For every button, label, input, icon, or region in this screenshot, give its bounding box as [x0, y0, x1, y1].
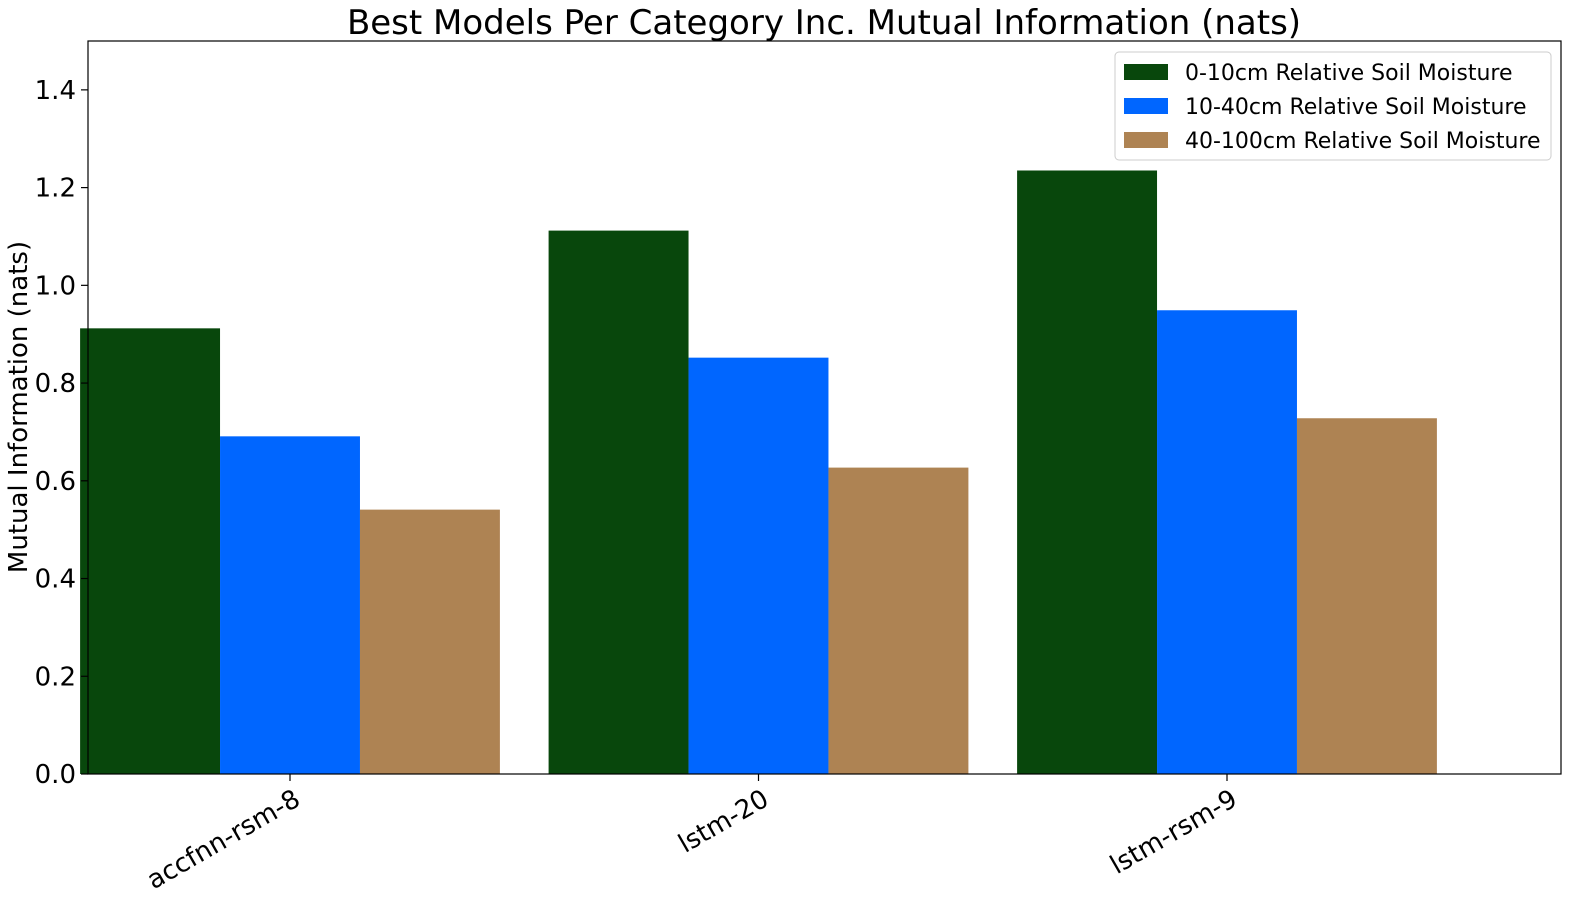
- plot-frame: [87, 40, 1562, 775]
- bar-lstm-rsm-9-series-0: [1017, 170, 1158, 774]
- legend-swatch: [1124, 98, 1168, 114]
- bar-lstm-rsm-9-series-1: [1157, 310, 1297, 774]
- legend-swatch: [1124, 132, 1168, 148]
- y-tick-label: 0.4: [35, 565, 76, 595]
- chart-title: Best Models Per Category Inc. Mutual Inf…: [347, 3, 1301, 43]
- y-tick-label: 0.6: [35, 467, 76, 497]
- y-tick-label: 1.4: [35, 76, 76, 106]
- bars-group: [80, 170, 1437, 774]
- y-axis: 0.0 0.2 0.4 0.6 0.8 1.0 1.2 1.4: [35, 76, 88, 790]
- y-axis-label: Mutual Information (nats): [4, 241, 34, 573]
- legend-swatch: [1124, 64, 1168, 80]
- legend-box: [1114, 51, 1552, 161]
- bar-accfnn-rsm-8-series-1: [220, 436, 360, 774]
- x-tick-label: lstm-20: [673, 784, 774, 859]
- bar-accfnn-rsm-8-series-2: [359, 509, 500, 774]
- bar-lstm-rsm-9-series-2: [1296, 418, 1437, 774]
- bar-accfnn-rsm-8-series-0: [80, 328, 221, 774]
- x-axis: accfnn-rsm-8 lstm-20 lstm-rsm-9: [142, 774, 1243, 896]
- legend-label: 0-10cm Relative Soil Moisture: [1185, 61, 1513, 86]
- y-tick-label: 0.0: [35, 760, 76, 790]
- y-tick-label: 0.8: [35, 369, 76, 399]
- y-tick-label: 1.0: [35, 271, 76, 301]
- bar-lstm-20-series-2: [828, 467, 969, 774]
- bar-lstm-20-series-1: [688, 357, 829, 774]
- legend-label: 10-40cm Relative Soil Moisture: [1185, 95, 1526, 120]
- legend-label: 40-100cm Relative Soil Moisture: [1185, 129, 1540, 154]
- y-tick-label: 0.2: [35, 662, 76, 692]
- y-tick-label: 1.2: [35, 174, 76, 204]
- x-tick-label: lstm-rsm-9: [1105, 784, 1242, 881]
- bar-lstm-20-series-0: [548, 230, 689, 774]
- legend: 0-10cm Relative Soil Moisture 10-40cm Rel…: [1114, 51, 1552, 161]
- x-tick-label: accfnn-rsm-8: [142, 784, 306, 896]
